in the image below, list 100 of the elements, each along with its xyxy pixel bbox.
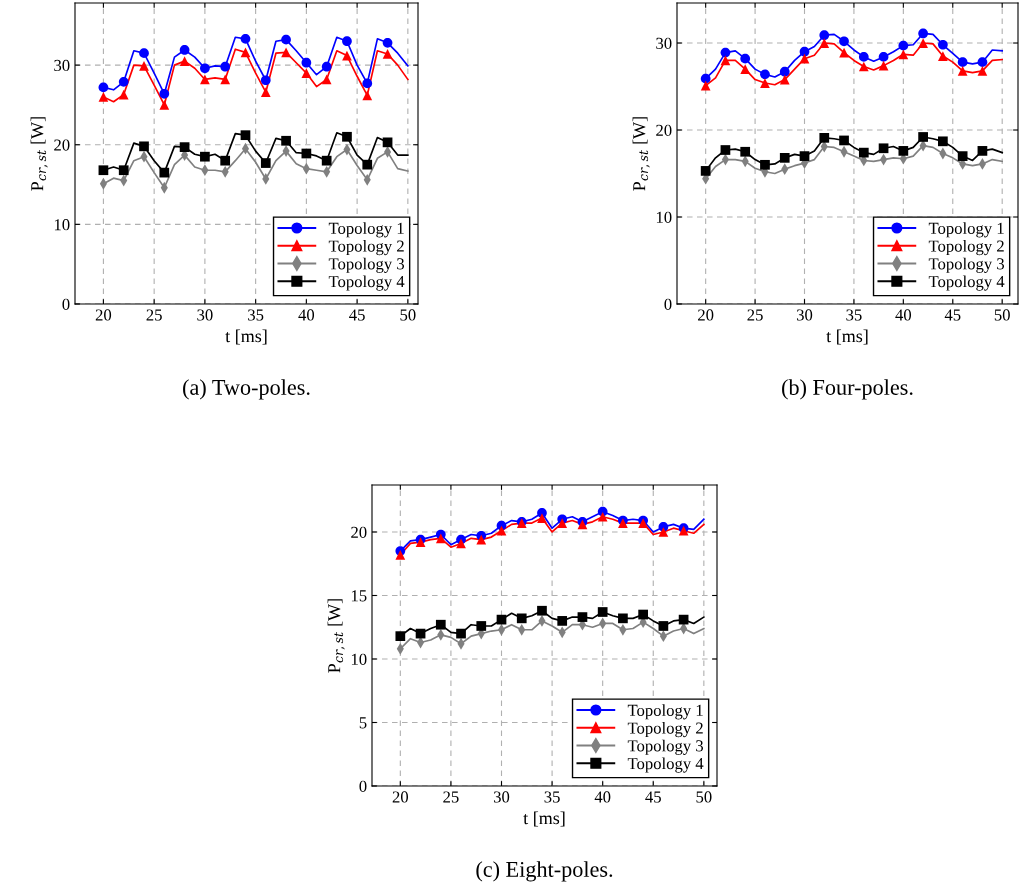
- legend-label: Topology 4: [627, 757, 704, 773]
- point: [200, 151, 210, 162]
- point: [382, 137, 393, 148]
- legend-label: Topology 4: [928, 275, 1005, 291]
- point: [977, 146, 988, 156]
- point: [720, 47, 731, 58]
- point: [200, 74, 210, 85]
- x-tick-label: 20: [698, 309, 714, 321]
- legend-label: Topology 3: [928, 257, 1005, 273]
- point: [577, 612, 588, 622]
- point: [799, 151, 810, 161]
- point: [537, 513, 547, 523]
- point: [260, 87, 271, 98]
- point: [977, 57, 988, 68]
- x-tick-label: 35: [846, 309, 862, 321]
- point: [159, 100, 170, 110]
- point: [342, 36, 352, 47]
- x-tick-label: 30: [197, 309, 213, 321]
- x-axis-title: t [ms]: [523, 811, 565, 827]
- point: [858, 61, 869, 72]
- point: [98, 92, 109, 102]
- point: [179, 142, 190, 152]
- point: [557, 616, 568, 626]
- point: [597, 607, 608, 617]
- y-tick-label: 20: [351, 526, 367, 538]
- point: [476, 621, 487, 631]
- y-tick-label: 30: [656, 37, 672, 49]
- point: [281, 34, 291, 45]
- legend-label: Topology 2: [928, 239, 1004, 256]
- point: [839, 36, 849, 47]
- legend-label: Topology 2: [627, 721, 703, 738]
- point: [321, 74, 332, 85]
- point: [200, 63, 210, 74]
- text: (a) Two-poles.: [183, 379, 310, 400]
- point: [321, 61, 332, 72]
- x-tick-label: 50: [400, 309, 416, 321]
- point: [98, 165, 109, 176]
- y-tick-label: 0: [664, 298, 672, 310]
- x-tick-label: 20: [95, 309, 112, 321]
- point: [779, 66, 790, 77]
- point: [878, 52, 889, 62]
- point: [760, 78, 770, 88]
- legend-label: Topology 1: [328, 222, 404, 238]
- point: [638, 609, 648, 620]
- y-tick-label: 10: [351, 653, 367, 665]
- point: [281, 47, 291, 58]
- x-tick-label: 45: [349, 309, 365, 321]
- point: [918, 132, 928, 142]
- x-axis-title: t [ms]: [826, 329, 868, 345]
- y-axis-title: P$_{cr,st}$ [W]: [30, 117, 48, 191]
- point: [260, 158, 271, 168]
- point: [220, 155, 231, 166]
- point: [516, 613, 527, 624]
- point: [362, 159, 373, 170]
- point: [118, 76, 129, 87]
- text: (c) Eight-poles.: [476, 861, 613, 882]
- x-tick-label: 45: [645, 791, 661, 803]
- point: [159, 88, 170, 99]
- text: (b) Four-poles.: [782, 379, 913, 400]
- point: [957, 151, 968, 161]
- point: [179, 56, 190, 66]
- x-tick-label: 40: [298, 309, 315, 321]
- point: [799, 46, 810, 57]
- point: [118, 165, 129, 176]
- point: [658, 527, 669, 537]
- x-tick-label: 25: [443, 791, 459, 803]
- point: [240, 47, 251, 58]
- point: [362, 90, 373, 101]
- point: [260, 75, 271, 86]
- point: [779, 152, 790, 163]
- point: [476, 534, 487, 545]
- point: [819, 30, 830, 41]
- point: [700, 73, 711, 84]
- x-tick-label: 20: [392, 791, 409, 803]
- legend-label: Topology 2: [328, 239, 404, 256]
- point: [395, 631, 406, 641]
- point: [220, 61, 231, 72]
- legend-label: Topology 4: [328, 275, 405, 291]
- x-axis-title: t [ms]: [225, 329, 267, 345]
- point: [139, 141, 149, 152]
- point: [700, 80, 711, 91]
- point: [957, 65, 968, 76]
- y-tick-label: 30: [54, 59, 70, 72]
- point: [779, 74, 790, 85]
- point: [720, 145, 731, 155]
- point: [456, 628, 466, 639]
- point: [597, 511, 608, 522]
- point: [537, 605, 547, 616]
- point: [395, 549, 406, 560]
- x-tick-label: 30: [796, 309, 813, 321]
- point: [938, 51, 948, 61]
- x-tick-label: 35: [248, 309, 264, 321]
- point: [342, 131, 352, 142]
- point: [740, 146, 751, 157]
- y-tick-label: 0: [62, 298, 70, 310]
- point: [700, 166, 711, 176]
- x-tick-label: 40: [594, 791, 611, 803]
- point: [618, 613, 628, 624]
- point: [918, 28, 928, 39]
- x-tick-label: 45: [944, 309, 961, 321]
